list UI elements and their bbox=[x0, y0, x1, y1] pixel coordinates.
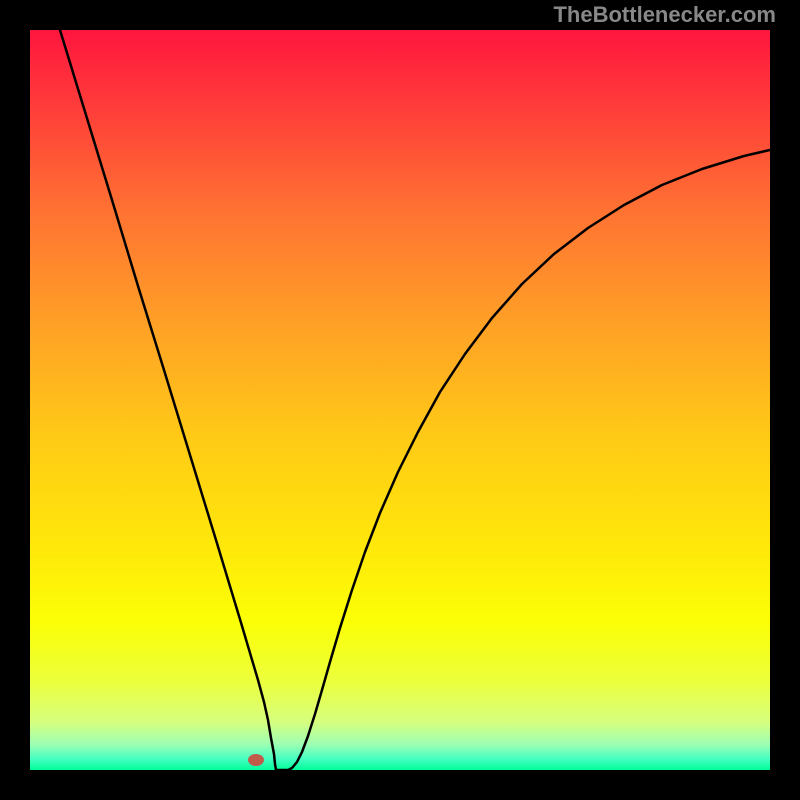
optimal-marker bbox=[248, 754, 264, 766]
border-right bbox=[770, 0, 800, 800]
watermark-text: TheBottlenecker.com bbox=[553, 2, 776, 28]
border-left bbox=[0, 0, 30, 800]
bottleneck-curve bbox=[0, 0, 800, 800]
border-bottom bbox=[0, 770, 800, 800]
chart-canvas: TheBottlenecker.com bbox=[0, 0, 800, 800]
